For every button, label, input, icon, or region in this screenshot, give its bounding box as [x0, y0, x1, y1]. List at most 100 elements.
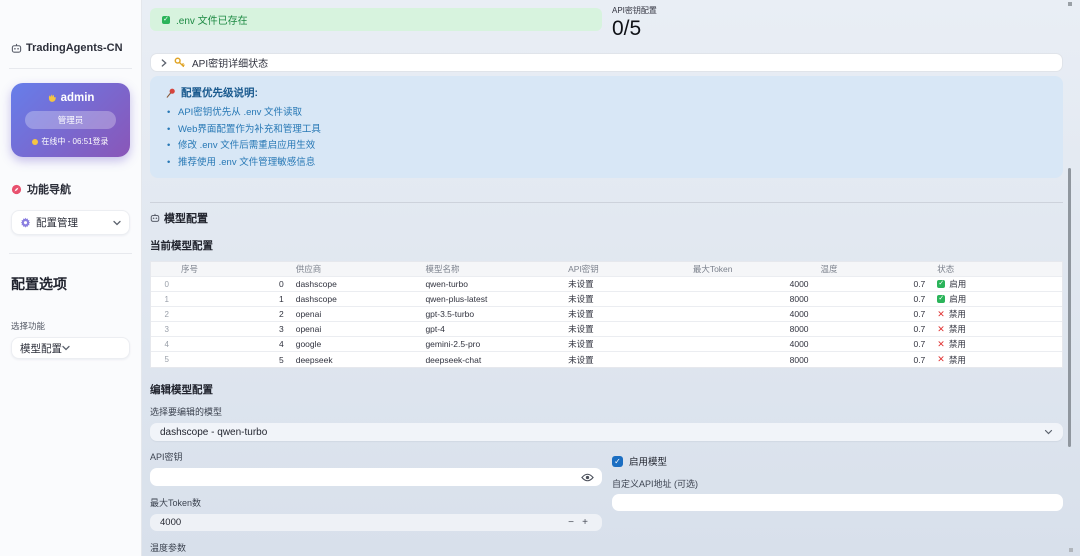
table-header-cell: 序号 — [180, 264, 198, 274]
main-content: ✓ .env 文件已存在 API密钥配置 0/5 API密钥详细状态 配置 — [142, 0, 1080, 556]
table-cell: 0.7 — [913, 294, 926, 304]
scrollbar-arrow-up[interactable] — [1068, 2, 1072, 6]
table-cell: 8000 — [789, 324, 809, 334]
table-cell: google — [295, 339, 322, 349]
table-cell: 0.7 — [913, 324, 926, 334]
status-cell: ✕ 禁用 — [931, 323, 1062, 335]
current-config-heading: 当前模型配置 — [150, 240, 213, 252]
table-cell: 0.7 — [913, 279, 926, 289]
edit-model-select[interactable]: dashscope - qwen-turbo — [150, 423, 1063, 441]
status-text: 禁用 — [948, 309, 966, 319]
x-icon: ✕ — [937, 338, 945, 349]
user-status-text: 在线中 - 06:51登录 — [41, 137, 109, 146]
enable-model-label: 启用模型 — [629, 457, 668, 468]
table-cell: 未设置 — [568, 279, 594, 289]
check-icon: ✓ — [937, 295, 946, 303]
table-cell: 8000 — [789, 354, 809, 365]
table-header-cell: API密钥 — [568, 264, 599, 274]
info-item: 修改 .env 文件后需重启应用生效 — [166, 138, 1047, 155]
status-cell: ✓ 启用 — [931, 278, 1062, 290]
status-text: 启用 — [949, 279, 967, 289]
model-table-body: 0 0 dashscope qwen-turbo 未设置 4000 0.7 ✓ 启用 1 1 dash… — [151, 277, 1062, 367]
custom-api-label: 自定义API地址 (可选) — [612, 479, 699, 489]
table-cell: qwen-plus-latest — [425, 294, 488, 304]
robot-icon — [150, 213, 160, 223]
table-cell: gemini-2.5-pro — [425, 339, 481, 349]
table-cell: 0.7 — [913, 354, 926, 365]
user-name: admin — [60, 92, 95, 104]
table-cell: 0 — [164, 279, 169, 289]
expander-label: API密钥详细状态 — [192, 59, 269, 70]
minus-button[interactable]: − — [568, 517, 574, 528]
model-config-heading: 模型配置 — [150, 210, 1063, 226]
table-row: 1 1 dashscope qwen-plus-latest 未设置 8000 0.7 ✓ 启用 — [151, 292, 1062, 307]
model-config-heading-text: 模型配置 — [164, 213, 208, 225]
chevron-down-icon — [62, 345, 70, 351]
check-icon: ✓ — [162, 15, 170, 24]
x-icon: ✕ — [937, 323, 945, 334]
plus-button[interactable]: + — [582, 517, 588, 528]
api-key-metric: API密钥配置 0/5 — [612, 5, 657, 41]
table-cell: 4 — [164, 339, 169, 349]
status-cell: ✓ 启用 — [931, 293, 1062, 305]
custom-api-input[interactable] — [612, 494, 1063, 511]
sidebar-divider — [9, 68, 132, 69]
pushpin-icon — [166, 88, 176, 98]
max-token-value: 4000 — [160, 517, 182, 528]
table-cell: 2 — [278, 309, 284, 319]
enable-model-row[interactable]: ✓ 启用模型 — [612, 454, 1063, 468]
table-cell: 4000 — [789, 279, 809, 289]
table-cell: 3 — [164, 324, 169, 334]
checkbox-checked-icon[interactable]: ✓ — [612, 455, 623, 467]
app-title: TradingAgents-CN — [26, 42, 123, 54]
table-cell: 未设置 — [568, 294, 594, 304]
table-row: 5 5 deepseek deepseek-chat 未设置 8000 0.7 ✕ 禁用 — [151, 352, 1062, 367]
status-text: 禁用 — [948, 354, 966, 365]
api-key-status-expander[interactable]: API密钥详细状态 — [150, 53, 1063, 72]
table-row: 0 0 dashscope qwen-turbo 未设置 4000 0.7 ✓ 启用 — [151, 277, 1062, 292]
user-status: 在线中 - 06:51登录 — [19, 136, 122, 147]
user-card: admin 管理员 在线中 - 06:51登录 — [11, 83, 130, 157]
info-item: API密钥优先从 .env 文件读取 — [166, 105, 1047, 122]
gear-icon — [20, 217, 31, 228]
user-role-badge: 管理员 — [25, 111, 116, 129]
table-cell: qwen-turbo — [425, 279, 468, 289]
api-key-label: API密钥 — [150, 452, 183, 462]
chevron-down-icon — [1044, 429, 1053, 435]
sidebar: TradingAgents-CN admin 管理员 在线中 - 06:51登录… — [0, 0, 142, 556]
sidebar-divider — [9, 253, 132, 254]
table-header-cell: 模型名称 — [425, 264, 460, 274]
table-cell: 未设置 — [568, 339, 594, 349]
table-row: 3 3 openai gpt-4 未设置 8000 0.7 ✕ 禁用 — [151, 322, 1062, 337]
table-cell: gpt-4 — [425, 324, 445, 334]
table-cell: 2 — [164, 309, 169, 319]
max-token-label: 最大Token数 — [150, 498, 202, 508]
eye-icon[interactable] — [581, 473, 594, 482]
info-item: 推荐使用 .env 文件管理敏感信息 — [166, 155, 1047, 172]
table-cell: 0.7 — [913, 339, 926, 349]
wave-hand-icon — [47, 93, 57, 103]
nav-select[interactable]: 配置管理 — [11, 210, 130, 235]
edit-model-select-value: dashscope - qwen-turbo — [160, 426, 268, 438]
x-icon: ✕ — [937, 354, 945, 364]
nav-heading-label: 功能导航 — [27, 184, 71, 196]
table-cell: 3 — [278, 324, 284, 334]
table-cell: 0 — [278, 279, 284, 289]
check-icon: ✓ — [937, 280, 946, 288]
table-cell: 未设置 — [568, 354, 594, 365]
table-cell: 4 — [278, 339, 284, 349]
scrollbar-thumb[interactable] — [1068, 168, 1071, 447]
status-cell: ✕ 禁用 — [931, 338, 1062, 350]
status-cell: ✕ 禁用 — [931, 308, 1062, 320]
table-cell: openai — [295, 309, 322, 319]
max-token-input[interactable]: 4000 − + — [150, 514, 602, 531]
table-cell: 4000 — [789, 339, 809, 349]
chevron-right-icon — [161, 58, 167, 67]
info-list: API密钥优先从 .env 文件读取 Web界面配置作为补充和管理工具 修改 .… — [166, 105, 1047, 171]
table-cell: 8000 — [789, 294, 809, 304]
api-key-input[interactable] — [150, 468, 602, 486]
model-table[interactable]: 序号 供应商 模型名称 API密钥 最大Token 温度 状态 0 0 dashscope qwe… — [150, 261, 1063, 368]
scrollbar-arrow-down[interactable] — [1069, 548, 1073, 552]
function-select-label: 选择功能 — [11, 321, 46, 331]
function-select[interactable]: 模型配置 — [11, 337, 130, 359]
